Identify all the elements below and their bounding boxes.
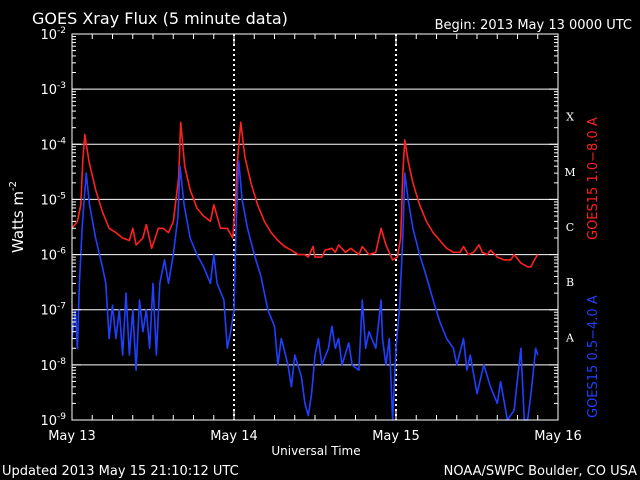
- y-tick-label: 10-9: [40, 412, 66, 429]
- flare-class-label: M: [564, 166, 575, 179]
- x-tick-label: May 15: [372, 429, 420, 444]
- x-tick-label: May 13: [48, 429, 96, 444]
- x-axis-ticks: May 13 May 14 May 15 May 16: [48, 34, 582, 444]
- y-tick-label: 10-3: [40, 81, 66, 98]
- flare-class-labels: X M C B A: [564, 111, 575, 345]
- y-tick-label: 10-8: [40, 357, 66, 374]
- x-axis-label: Universal Time: [271, 444, 360, 458]
- y-tick-label: 10-7: [40, 302, 66, 319]
- y-axis-ticks: 10-9 10-8 10-7 10-6 10-5 10-4 10-3 10-2: [40, 26, 558, 429]
- flare-class-label: C: [566, 221, 574, 234]
- y-tick-label: 10-2: [40, 26, 66, 43]
- begin-label: Begin: 2013 May 13 0000 UTC: [435, 18, 632, 33]
- legend-entry: GOES15 1.0−8.0 A: [586, 117, 601, 240]
- series-lines: [71, 121, 539, 421]
- chart-title: GOES Xray Flux (5 minute data): [32, 9, 288, 28]
- legend: GOES15 1.0−8.0 A GOES15 0.5−4.0 A: [586, 117, 601, 418]
- y-axis-label: Watts m-2: [8, 181, 27, 253]
- flare-class-label: X: [566, 111, 574, 124]
- y-tick-label: 10-6: [40, 247, 66, 264]
- y-tick-label: 10-5: [40, 191, 66, 208]
- x-tick-label: May 16: [534, 429, 582, 444]
- footer-updated: Updated 2013 May 15 21:10:12 UTC: [2, 464, 239, 479]
- footer-source: NOAA/SWPC Boulder, CO USA: [444, 464, 637, 479]
- x-tick-label: May 14: [210, 429, 258, 444]
- series-line: [71, 121, 539, 268]
- series-line: [71, 160, 539, 421]
- y-tick-label: 10-4: [40, 136, 66, 153]
- flare-class-label: B: [566, 276, 574, 289]
- legend-entry: GOES15 0.5−4.0 A: [586, 295, 601, 418]
- flare-class-label: A: [565, 331, 575, 344]
